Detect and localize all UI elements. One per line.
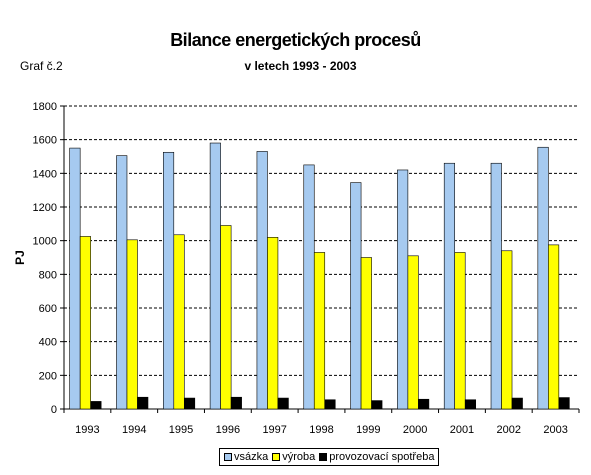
legend-item: provozovací spotřeba (319, 451, 434, 463)
bar (464, 399, 477, 410)
bar (501, 250, 513, 410)
x-tick-label: 2003 (543, 424, 567, 436)
y-tick-label: 400 (39, 337, 57, 349)
bar (137, 396, 149, 410)
chart-subtitle: v letech 1993 - 2003 (244, 59, 357, 73)
legend-swatch (319, 453, 328, 461)
x-tick-label: 1993 (75, 424, 99, 436)
bar (558, 397, 570, 410)
bar (537, 146, 549, 410)
y-tick-label: 0 (51, 404, 57, 416)
y-tick-label: 600 (39, 303, 57, 315)
bar (418, 398, 430, 410)
bar (267, 237, 279, 410)
bar (277, 397, 289, 410)
y-tick-label: 1400 (33, 168, 57, 180)
bar (490, 162, 502, 410)
y-tick-label: 800 (39, 269, 57, 281)
bar (173, 234, 185, 410)
bar (126, 239, 138, 410)
bar (90, 401, 102, 410)
x-tick-label: 1998 (309, 424, 333, 436)
bar (371, 400, 383, 410)
bar (116, 155, 128, 410)
x-tick-label: 1999 (356, 424, 380, 436)
bar (162, 151, 175, 410)
legend-swatch (224, 453, 232, 461)
legend-swatch (272, 453, 281, 461)
bar (407, 255, 419, 410)
y-tick-label: 1600 (33, 135, 57, 147)
legend-label: vsázka (234, 451, 269, 463)
y-tick-label: 1200 (33, 202, 57, 214)
y-axis-label: PJ (13, 250, 27, 265)
y-tick-label: 1000 (33, 236, 57, 248)
x-tick-label: 1997 (262, 424, 286, 436)
bar (69, 147, 81, 410)
y-tick-label: 200 (39, 370, 57, 382)
bar (183, 397, 196, 410)
bar (397, 169, 409, 410)
chart-legend: vsázka výroba provozovací spotřeba (219, 448, 440, 466)
chart-area: 0 200 400 600 800 1000 1200 1400 1600 1800 PJ 1993 1… (13, 101, 580, 436)
chart-title: Bilance energetických procesů (170, 30, 421, 50)
y-tick-label: 1800 (33, 101, 57, 113)
graph-number-label: Graf č.2 (20, 59, 63, 73)
legend-item: vsázka (224, 451, 268, 463)
bar (511, 397, 523, 410)
bar (324, 399, 336, 410)
bar (230, 396, 242, 410)
x-tick-label: 1995 (169, 424, 193, 436)
legend-label: provozovací spotřeba (329, 451, 435, 463)
x-tick-label: 1996 (216, 424, 240, 436)
legend-item: výroba (272, 451, 315, 463)
bar (548, 244, 560, 410)
bar (256, 151, 268, 410)
bar (350, 182, 362, 410)
bar (360, 257, 372, 410)
bar (313, 252, 326, 410)
x-tick-label: 2002 (497, 424, 521, 436)
bar (220, 225, 232, 410)
x-tick-label: 1994 (122, 424, 146, 436)
bar (79, 236, 91, 410)
bar (454, 252, 466, 410)
x-tick-label: 2000 (403, 424, 427, 436)
x-tick-label: 2001 (450, 424, 474, 436)
bar (443, 162, 456, 410)
bar (209, 142, 221, 410)
legend-label: výroba (282, 451, 316, 463)
bar (303, 164, 315, 410)
